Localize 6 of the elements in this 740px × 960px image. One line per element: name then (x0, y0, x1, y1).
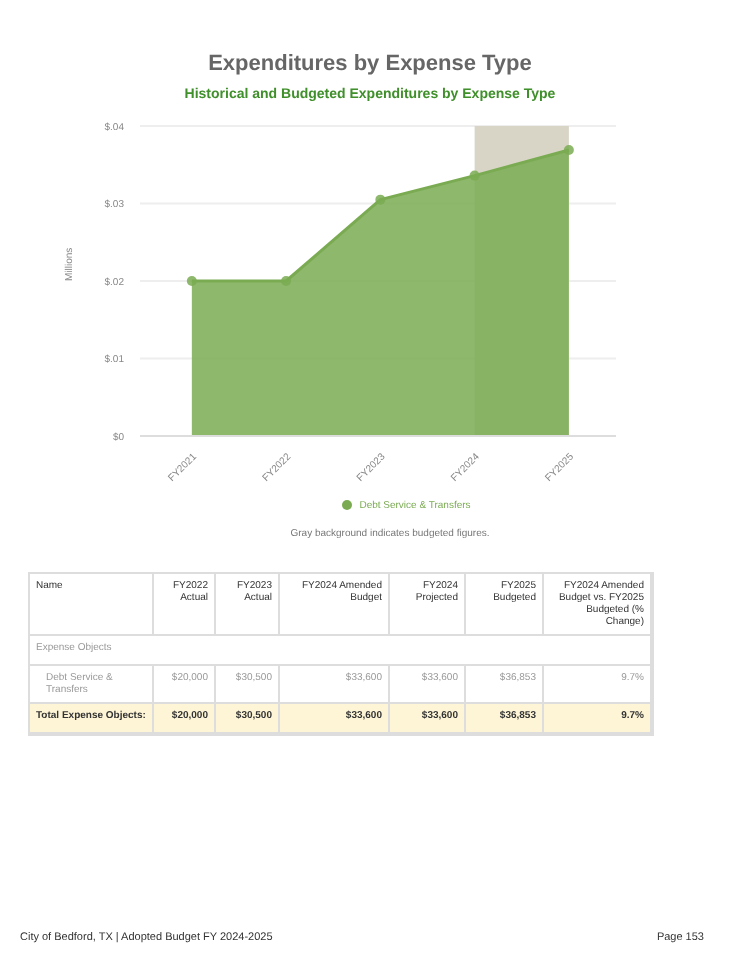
point (469, 170, 480, 181)
point (563, 145, 574, 156)
point (375, 194, 386, 205)
point (281, 276, 292, 286)
chart-title: Expenditures by Expense Type (206, 50, 534, 76)
point (186, 276, 197, 286)
